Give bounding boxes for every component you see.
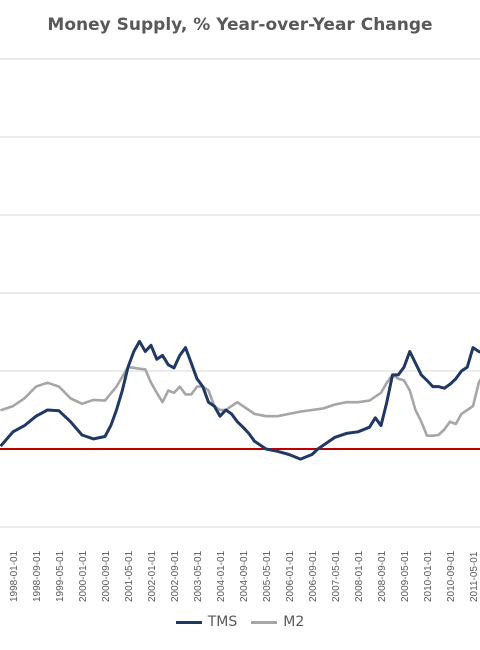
series-line-m2 [0, 365, 480, 438]
x-tick-label: 2002-01-01 [147, 550, 158, 602]
legend-swatch-tms [175, 620, 202, 624]
x-tick-label: 2006-01-01 [285, 550, 296, 602]
x-axis-tick-labels: 1998-01-01 1998-09-01 1999-05-01 2000-01-01… [9, 550, 480, 602]
x-tick-label: 2007-05-01 [331, 550, 342, 602]
x-tick-label: 2006-09-01 [308, 550, 319, 602]
legend-swatch-m2 [251, 620, 278, 624]
legend-item-tms[interactable]: TMS [175, 614, 238, 630]
chart-title: Money Supply, % Year-over-Year Change [47, 15, 433, 35]
x-tick-label: 2004-09-01 [239, 550, 250, 602]
x-tick-label: 2008-09-01 [377, 550, 388, 602]
legend: TMS M2 [0, 614, 480, 630]
x-tick-label: 2005-05-01 [262, 550, 273, 602]
x-tick-label: 2011-05-01 [469, 551, 480, 602]
series-lines [0, 339, 480, 461]
legend-label-tms: TMS [207, 614, 238, 630]
x-tick-label: 1998-09-01 [32, 550, 43, 602]
legend-item-m2[interactable]: M2 [251, 614, 304, 630]
series-line-tms [0, 339, 480, 461]
x-tick-label: 2002-09-01 [170, 550, 181, 602]
x-tick-label: 2004-01-01 [216, 550, 227, 602]
x-tick-label: 2000-01-01 [78, 550, 89, 602]
gridlines [0, 58, 480, 528]
x-tick-label: 1999-05-01 [55, 550, 66, 602]
x-tick-label: 2003-05-01 [193, 550, 204, 602]
x-tick-label: 2001-05-01 [124, 550, 135, 602]
legend-label-m2: M2 [283, 614, 305, 630]
x-tick-label: 1998-01-01 [9, 550, 20, 602]
x-tick-label: 2010-09-01 [446, 550, 457, 602]
x-tick-label: 2010-01-01 [423, 550, 434, 602]
x-tick-label: 2000-09-01 [101, 550, 112, 602]
x-tick-label: 2008-01-01 [354, 550, 365, 602]
x-tick-label: 2009-05-01 [400, 550, 411, 602]
